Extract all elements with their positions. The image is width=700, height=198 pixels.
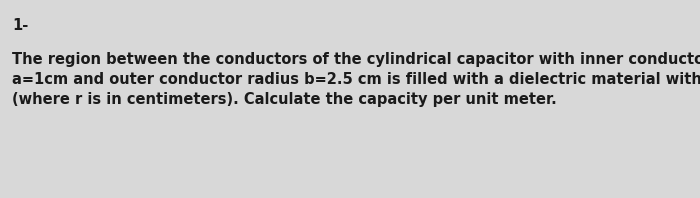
Text: The region between the conductors of the cylindrical capacitor with inner conduc: The region between the conductors of the… bbox=[12, 52, 700, 67]
Text: 1-: 1- bbox=[12, 18, 28, 33]
Text: (where r is in centimeters). Calculate the capacity per unit meter.: (where r is in centimeters). Calculate t… bbox=[12, 92, 556, 107]
Text: a=1cm and outer conductor radius b=2.5 cm is filled with a dielectric material w: a=1cm and outer conductor radius b=2.5 c… bbox=[12, 72, 700, 87]
